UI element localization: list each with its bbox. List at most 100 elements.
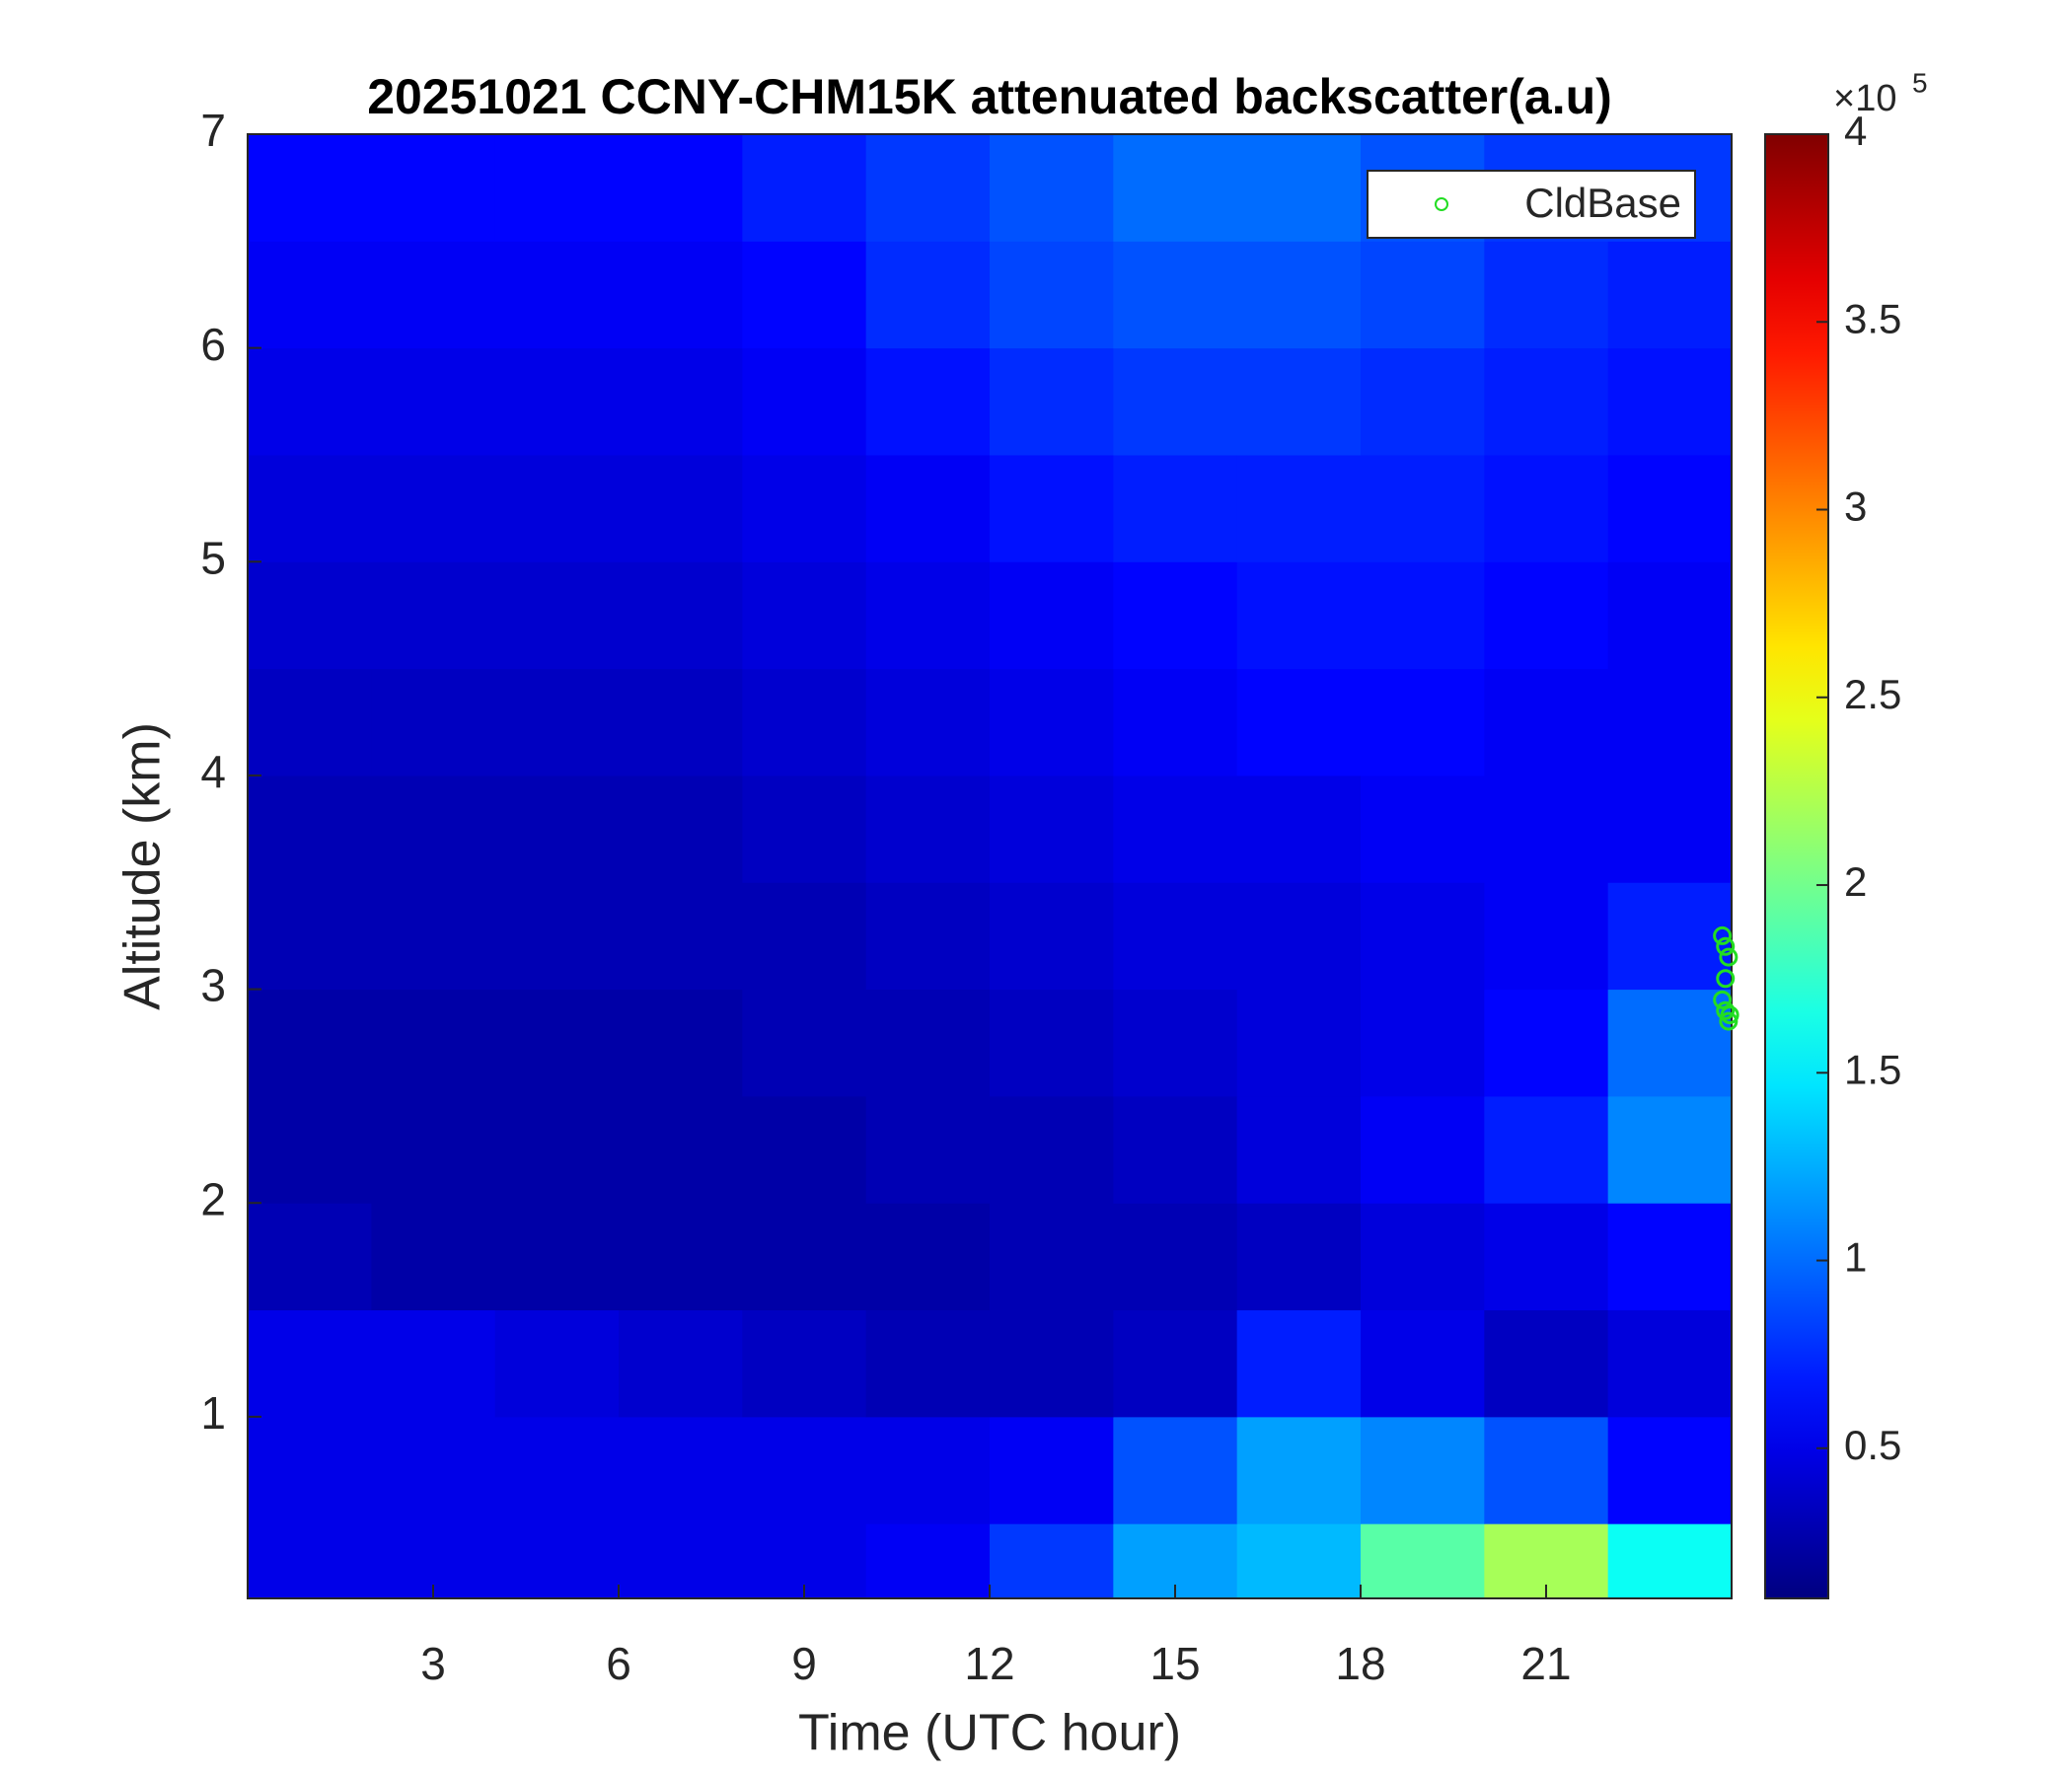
heatmap-cell (742, 454, 867, 562)
heatmap-cell (1361, 1095, 1485, 1204)
cloud-base-point (1720, 1005, 1739, 1025)
heatmap-cell (1236, 134, 1362, 242)
heatmap-cell (990, 1523, 1114, 1598)
y-tick-label: 7 (200, 105, 226, 156)
heatmap-cell (248, 561, 372, 670)
heatmap-cell (619, 1095, 743, 1204)
heatmap-cell (1113, 561, 1238, 670)
heatmap-cell (1113, 1203, 1238, 1311)
heatmap-cell (1607, 989, 1732, 1097)
heatmap (248, 134, 1732, 1598)
colorbar-tick-label: 3 (1844, 483, 1867, 530)
heatmap-cell (865, 241, 991, 349)
heatmap-cell (1484, 1309, 1609, 1418)
heatmap-cell (1484, 241, 1609, 349)
x-tick-label: 15 (1149, 1638, 1200, 1689)
heatmap-cell (1236, 1203, 1362, 1311)
heatmap-cell (1236, 1523, 1362, 1598)
heatmap-cell (1607, 775, 1732, 883)
heatmap-cell (248, 347, 372, 456)
heatmap-cell (1113, 454, 1238, 562)
heatmap-cell (1607, 668, 1732, 777)
heatmap-cell (619, 454, 743, 562)
heatmap-cell (1236, 882, 1362, 991)
heatmap-cell (865, 1095, 991, 1204)
heatmap-cell (619, 1523, 743, 1598)
heatmap-cell (865, 989, 991, 1097)
heatmap-cell (1607, 882, 1732, 991)
heatmap-cell (1484, 347, 1609, 456)
y-tick-label: 2 (200, 1173, 226, 1224)
heatmap-cell (248, 882, 372, 991)
heatmap-cell (1484, 1416, 1609, 1524)
heatmap-cell (990, 134, 1114, 242)
heatmap-cell (1361, 241, 1485, 349)
colorbar-tick-label: 3.5 (1844, 295, 1901, 341)
heatmap-cell (248, 1416, 372, 1524)
heatmap-cell (619, 1203, 743, 1311)
heatmap-cell (1113, 134, 1238, 242)
heatmap-cell (1607, 1309, 1732, 1418)
heatmap-cell (1113, 989, 1238, 1097)
heatmap-cell (1113, 347, 1238, 456)
heatmap-cell (494, 241, 620, 349)
x-axis-label: Time (UTC hour) (798, 1705, 1181, 1762)
heatmap-cell (865, 668, 991, 777)
heatmap-cell (865, 454, 991, 562)
heatmap-cell (494, 882, 620, 991)
heatmap-cell (990, 1309, 1114, 1418)
colorbar (1764, 133, 1829, 1599)
heatmap-cell (248, 1523, 372, 1598)
heatmap-cell (1113, 1095, 1238, 1204)
heatmap-cell (619, 989, 743, 1097)
heatmap-cell (494, 561, 620, 670)
heatmap-cell (1484, 989, 1609, 1097)
heatmap-cell (619, 1416, 743, 1524)
heatmap-cell (990, 454, 1114, 562)
x-tick-label: 3 (420, 1638, 446, 1689)
heatmap-cell (1113, 1523, 1238, 1598)
heatmap-cell (619, 775, 743, 883)
heatmap-cell (865, 775, 991, 883)
x-tick-label: 9 (791, 1638, 817, 1689)
heatmap-cell (1113, 668, 1238, 777)
heatmap-cell (248, 668, 372, 777)
heatmap-cell (371, 668, 496, 777)
colorbar-exponent-base: ×10 (1833, 78, 1896, 119)
heatmap-cell (742, 1523, 867, 1598)
heatmap-cell (990, 989, 1114, 1097)
heatmap-cell (1484, 775, 1609, 883)
heatmap-cell (990, 668, 1114, 777)
heatmap-cell (248, 1309, 372, 1418)
heatmap-cell (742, 134, 867, 242)
heatmap-cell (619, 347, 743, 456)
heatmap-cell (1361, 454, 1485, 562)
heatmap-cell (1361, 989, 1485, 1097)
y-tick-label: 6 (200, 319, 226, 370)
heatmap-cell (619, 1309, 743, 1418)
heatmap-cell (248, 241, 372, 349)
y-tick-label: 1 (200, 1387, 226, 1439)
heatmap-cell (1113, 241, 1238, 349)
heatmap-cell (371, 1416, 496, 1524)
heatmap-cell (1607, 454, 1732, 562)
heatmap-cell (371, 1523, 496, 1598)
x-tick-label: 12 (964, 1638, 1014, 1689)
heatmap-cell (1607, 1416, 1732, 1524)
heatmap-cell (1484, 882, 1609, 991)
heatmap-cell (1113, 775, 1238, 883)
heatmap-cell (1484, 668, 1609, 777)
heatmap-cell (865, 1523, 991, 1598)
heatmap-cell (1607, 1095, 1732, 1204)
colorbar-tick-label: 1 (1844, 1234, 1867, 1281)
heatmap-cell (865, 882, 991, 991)
heatmap-cell (1236, 347, 1362, 456)
heatmap-cell (1113, 1416, 1238, 1524)
heatmap-cell (1236, 1095, 1362, 1204)
heatmap-cell (742, 347, 867, 456)
heatmap-cell (619, 668, 743, 777)
heatmap-cell (990, 775, 1114, 883)
heatmap-cell (494, 668, 620, 777)
heatmap-cell (1361, 1523, 1485, 1598)
